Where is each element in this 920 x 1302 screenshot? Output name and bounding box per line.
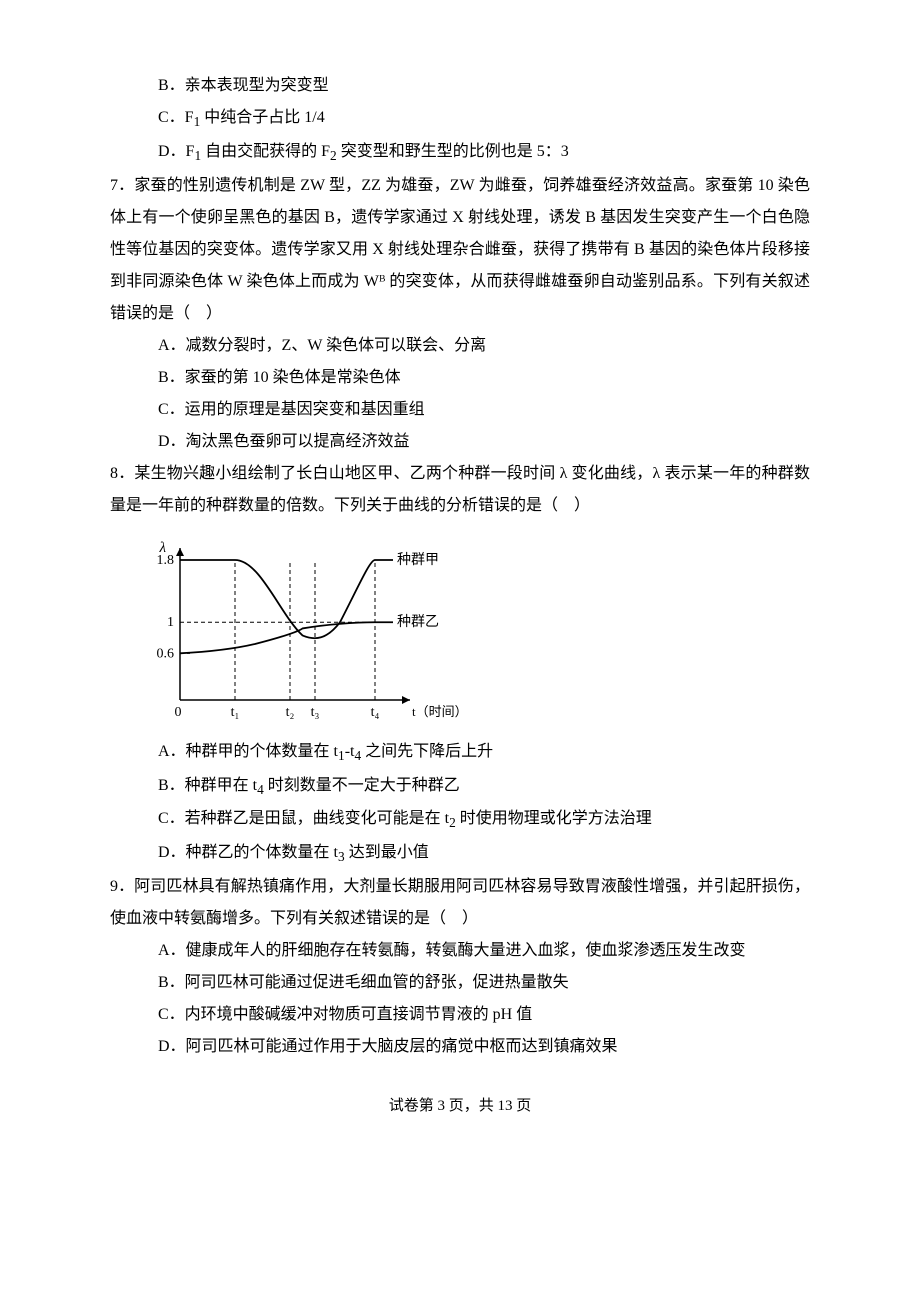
option-8c: C．若种群乙是田鼠，曲线变化可能是在 t2 时使用物理或化学方法治理: [110, 803, 810, 837]
option-9b: B．阿司匹林可能通过促进毛细血管的舒张，促进热量散失: [110, 967, 810, 999]
svg-text:0: 0: [175, 705, 182, 720]
option-7a: A．减数分裂时，Z、W 染色体可以联会、分离: [110, 330, 810, 362]
option-6d: D．F1 自由交配获得的 F2 突变型和野生型的比例也是 5：3: [110, 136, 810, 170]
option-9a: A．健康成年人的肝细胞存在转氨酶，转氨酶大量进入血浆，使血浆渗透压发生改变: [110, 935, 810, 967]
svg-text:t₄: t₄: [371, 705, 380, 720]
option-7b: B．家蚕的第 10 染色体是常染色体: [110, 362, 810, 394]
option-8d-pre: D．种群乙的个体数量在 t: [158, 844, 338, 861]
option-8d-s: 3: [338, 849, 345, 864]
option-8b-pre: B．种群甲在 t: [158, 777, 257, 794]
option-6d-mid: 自由交配获得的 F: [201, 143, 330, 160]
svg-text:λ: λ: [159, 540, 167, 556]
option-8a-mid: -t: [345, 743, 355, 760]
svg-text:种群甲: 种群甲: [397, 552, 439, 568]
option-6c-post: 中纯合子占比 1/4: [200, 109, 324, 126]
svg-text:0.6: 0.6: [157, 646, 175, 661]
option-8d-post: 达到最小值: [345, 844, 429, 861]
option-8a-post: 之间先下降后上升: [361, 743, 493, 760]
question-8-stem: 8．某生物兴趣小组绘制了长白山地区甲、乙两个种群一段时间 λ 变化曲线，λ 表示…: [110, 458, 810, 522]
svg-text:t₂: t₂: [286, 705, 295, 720]
option-8a-pre: A．种群甲的个体数量在 t: [158, 743, 338, 760]
option-9c: C．内环境中酸碱缓冲对物质可直接调节胃液的 pH 值: [110, 999, 810, 1031]
question-7-stem: 7．家蚕的性别遗传机制是 ZW 型，ZZ 为雄蚕，ZW 为雌蚕，饲养雄蚕经济效益…: [110, 170, 810, 330]
option-8a-s1: 1: [338, 748, 345, 763]
question-9-stem: 9．阿司匹林具有解热镇痛作用，大剂量长期服用阿司匹林容易导致胃液酸性增强，并引起…: [110, 871, 810, 935]
option-6b: B．亲本表现型为突变型: [110, 70, 810, 102]
option-6c: C．F1 中纯合子占比 1/4: [110, 102, 810, 136]
option-8b-post: 时刻数量不一定大于种群乙: [264, 777, 460, 794]
option-7c: C．运用的原理是基因突变和基因重组: [110, 394, 810, 426]
option-8b: B．种群甲在 t4 时刻数量不一定大于种群乙: [110, 770, 810, 804]
question-8-chart: 1.810.60t₁t₂t₃t₄t（时间）λ种群甲种群乙: [110, 530, 810, 730]
page-footer: 试卷第 3 页，共 13 页: [110, 1063, 810, 1121]
option-8d: D．种群乙的个体数量在 t3 达到最小值: [110, 837, 810, 871]
option-8c-post: 时使用物理或化学方法治理: [456, 810, 652, 827]
option-8a: A．种群甲的个体数量在 t1-t4 之间先下降后上升: [110, 736, 810, 770]
svg-text:1: 1: [167, 615, 174, 630]
option-8c-pre: C．若种群乙是田鼠，曲线变化可能是在 t: [158, 810, 449, 827]
option-8b-s: 4: [257, 782, 264, 797]
option-6d-post: 突变型和野生型的比例也是 5：3: [337, 143, 569, 160]
option-9d: D．阿司匹林可能通过作用于大脑皮层的痛觉中枢而达到镇痛效果: [110, 1031, 810, 1063]
svg-text:t₁: t₁: [231, 705, 240, 720]
option-6c-pre: C．F: [158, 109, 194, 126]
option-6d-pre: D．F: [158, 143, 194, 160]
svg-text:t（时间）: t（时间）: [412, 704, 468, 719]
option-6d-sub2: 2: [330, 148, 337, 163]
option-8c-s: 2: [449, 816, 456, 831]
svg-text:种群乙: 种群乙: [397, 614, 439, 630]
option-7d: D．淘汰黑色蚕卵可以提高经济效益: [110, 426, 810, 458]
svg-text:t₃: t₃: [311, 705, 320, 720]
